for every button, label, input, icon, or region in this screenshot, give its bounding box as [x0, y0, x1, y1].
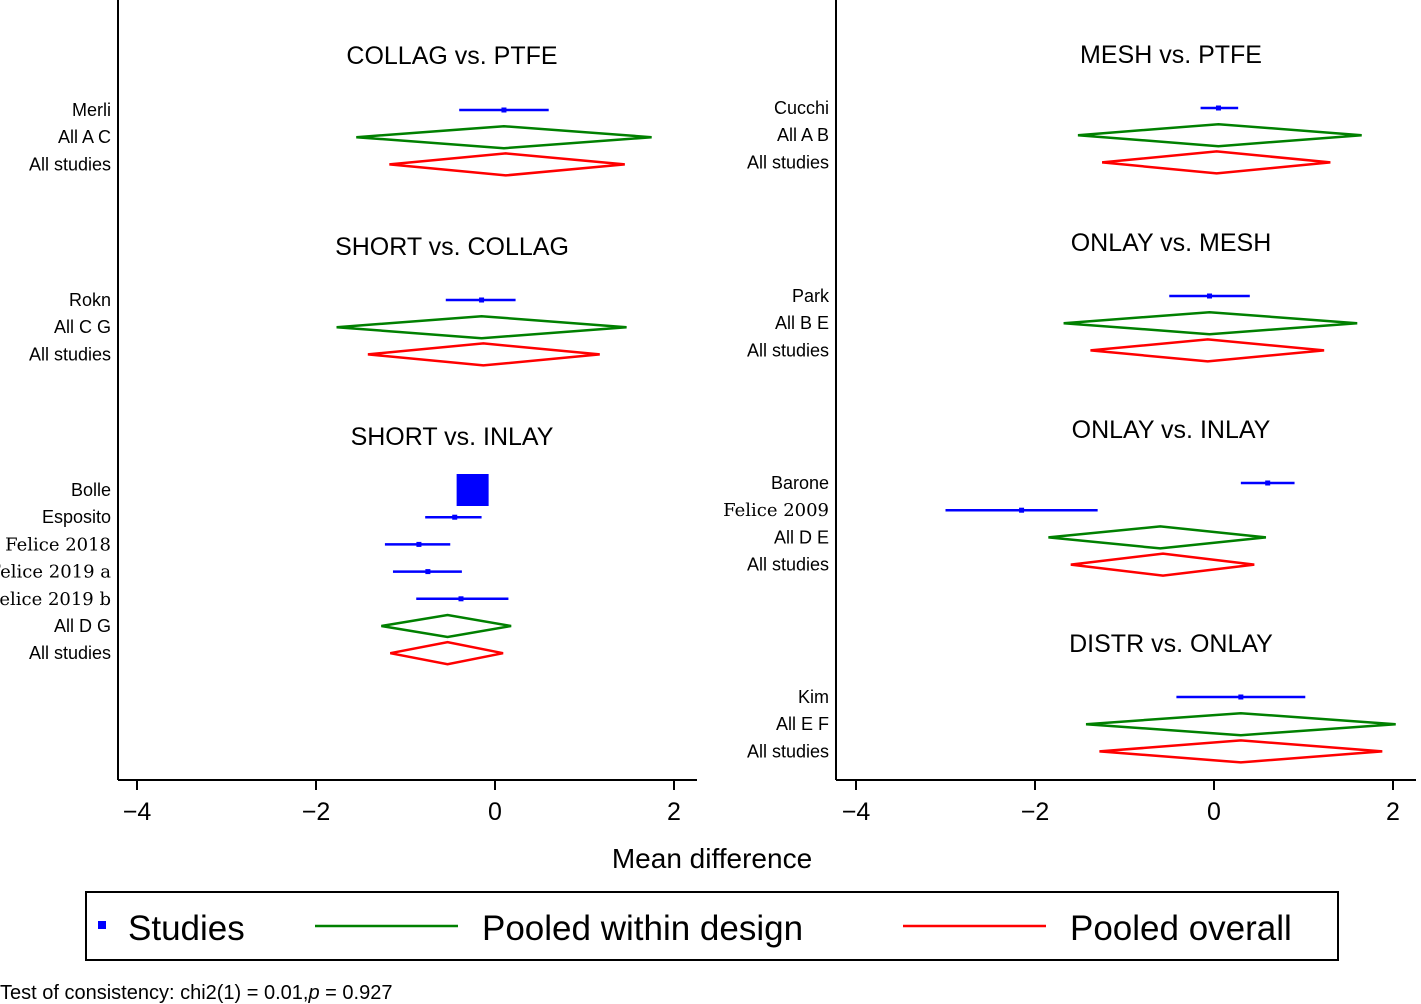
- footnote-p-value: = 0.927: [320, 982, 393, 1004]
- pooled-overall-diamond: [389, 152, 625, 177]
- legend: Studies Pooled within design Pooled over…: [85, 891, 1339, 961]
- legend-box: [85, 891, 1339, 961]
- x-axis-title: Mean difference: [612, 843, 812, 874]
- study-label: Kim: [798, 687, 829, 707]
- study-label: Felice 2019 a: [0, 562, 111, 583]
- x-tick-label-left: 0: [488, 798, 502, 826]
- study-marker: [425, 569, 431, 575]
- pooled-overall-label: All studies: [747, 555, 829, 575]
- study-label: Bolle: [71, 480, 111, 500]
- pooled-within-design-diamond: [1077, 122, 1362, 148]
- consistency-footnote: Test of consistency: chi2(1) = 0.01,p = …: [0, 982, 392, 1004]
- pooled-within-design-label: All E F: [776, 714, 829, 734]
- pooled-overall-label: All studies: [747, 340, 829, 360]
- study-marker: [1238, 694, 1244, 700]
- comparison-title: COLLAG vs. PTFE: [346, 42, 557, 70]
- study-marker: [1215, 105, 1221, 111]
- pooled-within-design-diamond: [1048, 525, 1267, 550]
- pooled-within-design-diamond: [336, 314, 627, 340]
- study-label: Barone: [771, 473, 829, 493]
- pooled-within-design-diamond: [1085, 711, 1396, 737]
- footnote-p-label: p: [308, 982, 320, 1004]
- study-label: Cucchi: [774, 98, 829, 118]
- legend-studies-marker: [98, 921, 106, 929]
- study-marker: [1265, 480, 1271, 486]
- pooled-overall-diamond: [367, 342, 600, 367]
- study-label: Rokn: [69, 290, 111, 310]
- pooled-within-design-label: All D G: [54, 616, 111, 636]
- comparison-title: SHORT vs. COLLAG: [335, 233, 569, 261]
- x-tick-label-right: 0: [1207, 798, 1221, 826]
- pooled-overall-label: All studies: [747, 741, 829, 761]
- pooled-overall-label: All studies: [29, 643, 111, 663]
- pooled-overall-diamond: [1102, 150, 1331, 175]
- study-marker: [416, 541, 422, 547]
- study-marker: [458, 596, 464, 602]
- study-marker: [1207, 293, 1213, 299]
- study-label: Esposito: [42, 507, 111, 527]
- study-label: Felice 2009: [723, 500, 829, 521]
- comparison-title: ONLAY vs. INLAY: [1072, 416, 1271, 444]
- study-label: Park: [792, 286, 830, 306]
- pooled-overall-diamond: [1090, 338, 1325, 363]
- comparison-title: ONLAY vs. MESH: [1071, 229, 1272, 257]
- comparison-title: SHORT vs. INLAY: [351, 423, 554, 451]
- x-tick-label-left: 2: [667, 798, 681, 826]
- study-marker: [456, 474, 489, 506]
- pooled-overall-diamond: [1099, 739, 1383, 764]
- pooled-within-design-label: All C G: [54, 317, 111, 337]
- legend-overall-label: Pooled overall: [1070, 909, 1292, 948]
- study-label: Merli: [72, 100, 111, 120]
- pooled-within-design-label: All A C: [58, 127, 111, 147]
- pooled-overall-label: All studies: [29, 154, 111, 174]
- pooled-overall-diamond: [1070, 552, 1255, 577]
- study-label: Felice 2018: [5, 534, 111, 555]
- study-marker: [452, 514, 458, 520]
- pooled-within-design-label: All B E: [775, 313, 829, 333]
- pooled-overall-diamond: [390, 640, 504, 666]
- comparison-title: DISTR vs. ONLAY: [1069, 630, 1273, 658]
- pooled-within-design-label: All A B: [777, 125, 829, 145]
- pooled-within-design-diamond: [381, 613, 512, 639]
- study-marker: [1019, 507, 1025, 513]
- pooled-within-design-diamond: [1063, 310, 1358, 336]
- legend-within-design-label: Pooled within design: [482, 909, 803, 948]
- x-tick-label-right: 2: [1386, 798, 1400, 826]
- plot-area: −4 −2 0 2 COLLAG vs. PTFE Merli All A C All stu…: [0, 0, 1416, 826]
- pooled-within-design-diamond: [356, 124, 652, 150]
- comparison-title: MESH vs. PTFE: [1080, 41, 1262, 69]
- study-label: Felice 2019 b: [0, 589, 111, 610]
- x-tick-label-left: −2: [302, 798, 331, 826]
- x-tick-label-right: −2: [1021, 798, 1050, 826]
- pooled-overall-label: All studies: [29, 344, 111, 364]
- x-tick-label-right: −4: [842, 798, 871, 826]
- study-marker: [501, 107, 507, 113]
- x-tick-label-left: −4: [123, 798, 152, 826]
- footnote-text: Test of consistency: chi2(1) = 0.01,: [0, 982, 309, 1004]
- pooled-within-design-label: All D E: [774, 527, 829, 547]
- study-marker: [479, 297, 485, 303]
- pooled-overall-label: All studies: [747, 152, 829, 172]
- legend-studies-label: Studies: [128, 909, 245, 948]
